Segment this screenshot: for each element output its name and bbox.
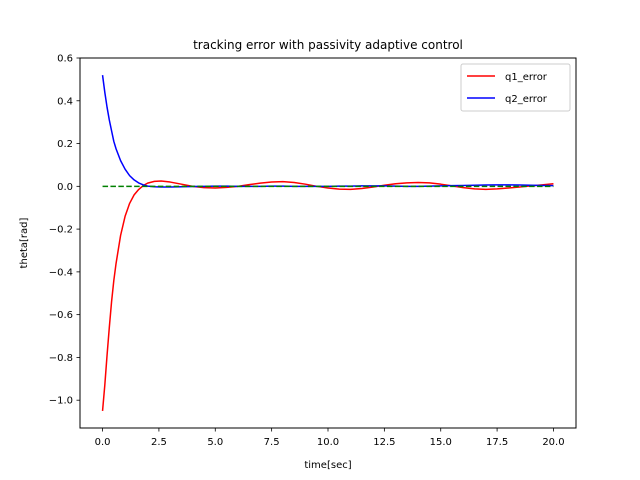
x-tick-label: 12.5	[373, 437, 395, 448]
chart-title: tracking error with passivity adaptive c…	[193, 38, 463, 52]
y-tick-label: 0.4	[57, 96, 73, 107]
x-axis-ticks: 0.0 2.5 5.0 7.5 10.0 12.5 15.0 17.5 20.0	[95, 428, 565, 448]
x-tick-label: 10.0	[317, 437, 339, 448]
y-tick-label: −0.8	[49, 353, 73, 364]
plot-layer	[101, 75, 554, 411]
y-tick-label: −1.0	[49, 396, 73, 407]
y-axis-ticks: −1.0 −0.8 −0.6 −0.4 −0.2 0.0 0.2 0.4 0.6	[49, 54, 80, 407]
x-axis-label: time[sec]	[304, 460, 351, 471]
y-tick-label: −0.2	[49, 225, 73, 236]
y-tick-label: 0.0	[57, 182, 73, 193]
legend: q1_error q2_error	[460, 63, 571, 112]
y-tick-label: −0.4	[49, 267, 73, 278]
y-axis-label: theta[rad]	[19, 217, 30, 268]
x-tick-label: 0.0	[95, 437, 111, 448]
x-tick-label: 17.5	[486, 437, 508, 448]
legend-label-q1-error: q1_error	[505, 72, 548, 83]
x-tick-label: 7.5	[264, 437, 280, 448]
x-tick-label: 20.0	[542, 437, 564, 448]
legend-label-q2-error: q2_error	[505, 94, 548, 105]
x-tick-label: 5.0	[207, 437, 223, 448]
x-tick-label: 15.0	[430, 437, 452, 448]
y-tick-label: −0.6	[49, 310, 73, 321]
x-tick-label: 2.5	[151, 437, 167, 448]
y-tick-label: 0.2	[57, 139, 73, 150]
y-tick-label: 0.6	[57, 54, 73, 65]
